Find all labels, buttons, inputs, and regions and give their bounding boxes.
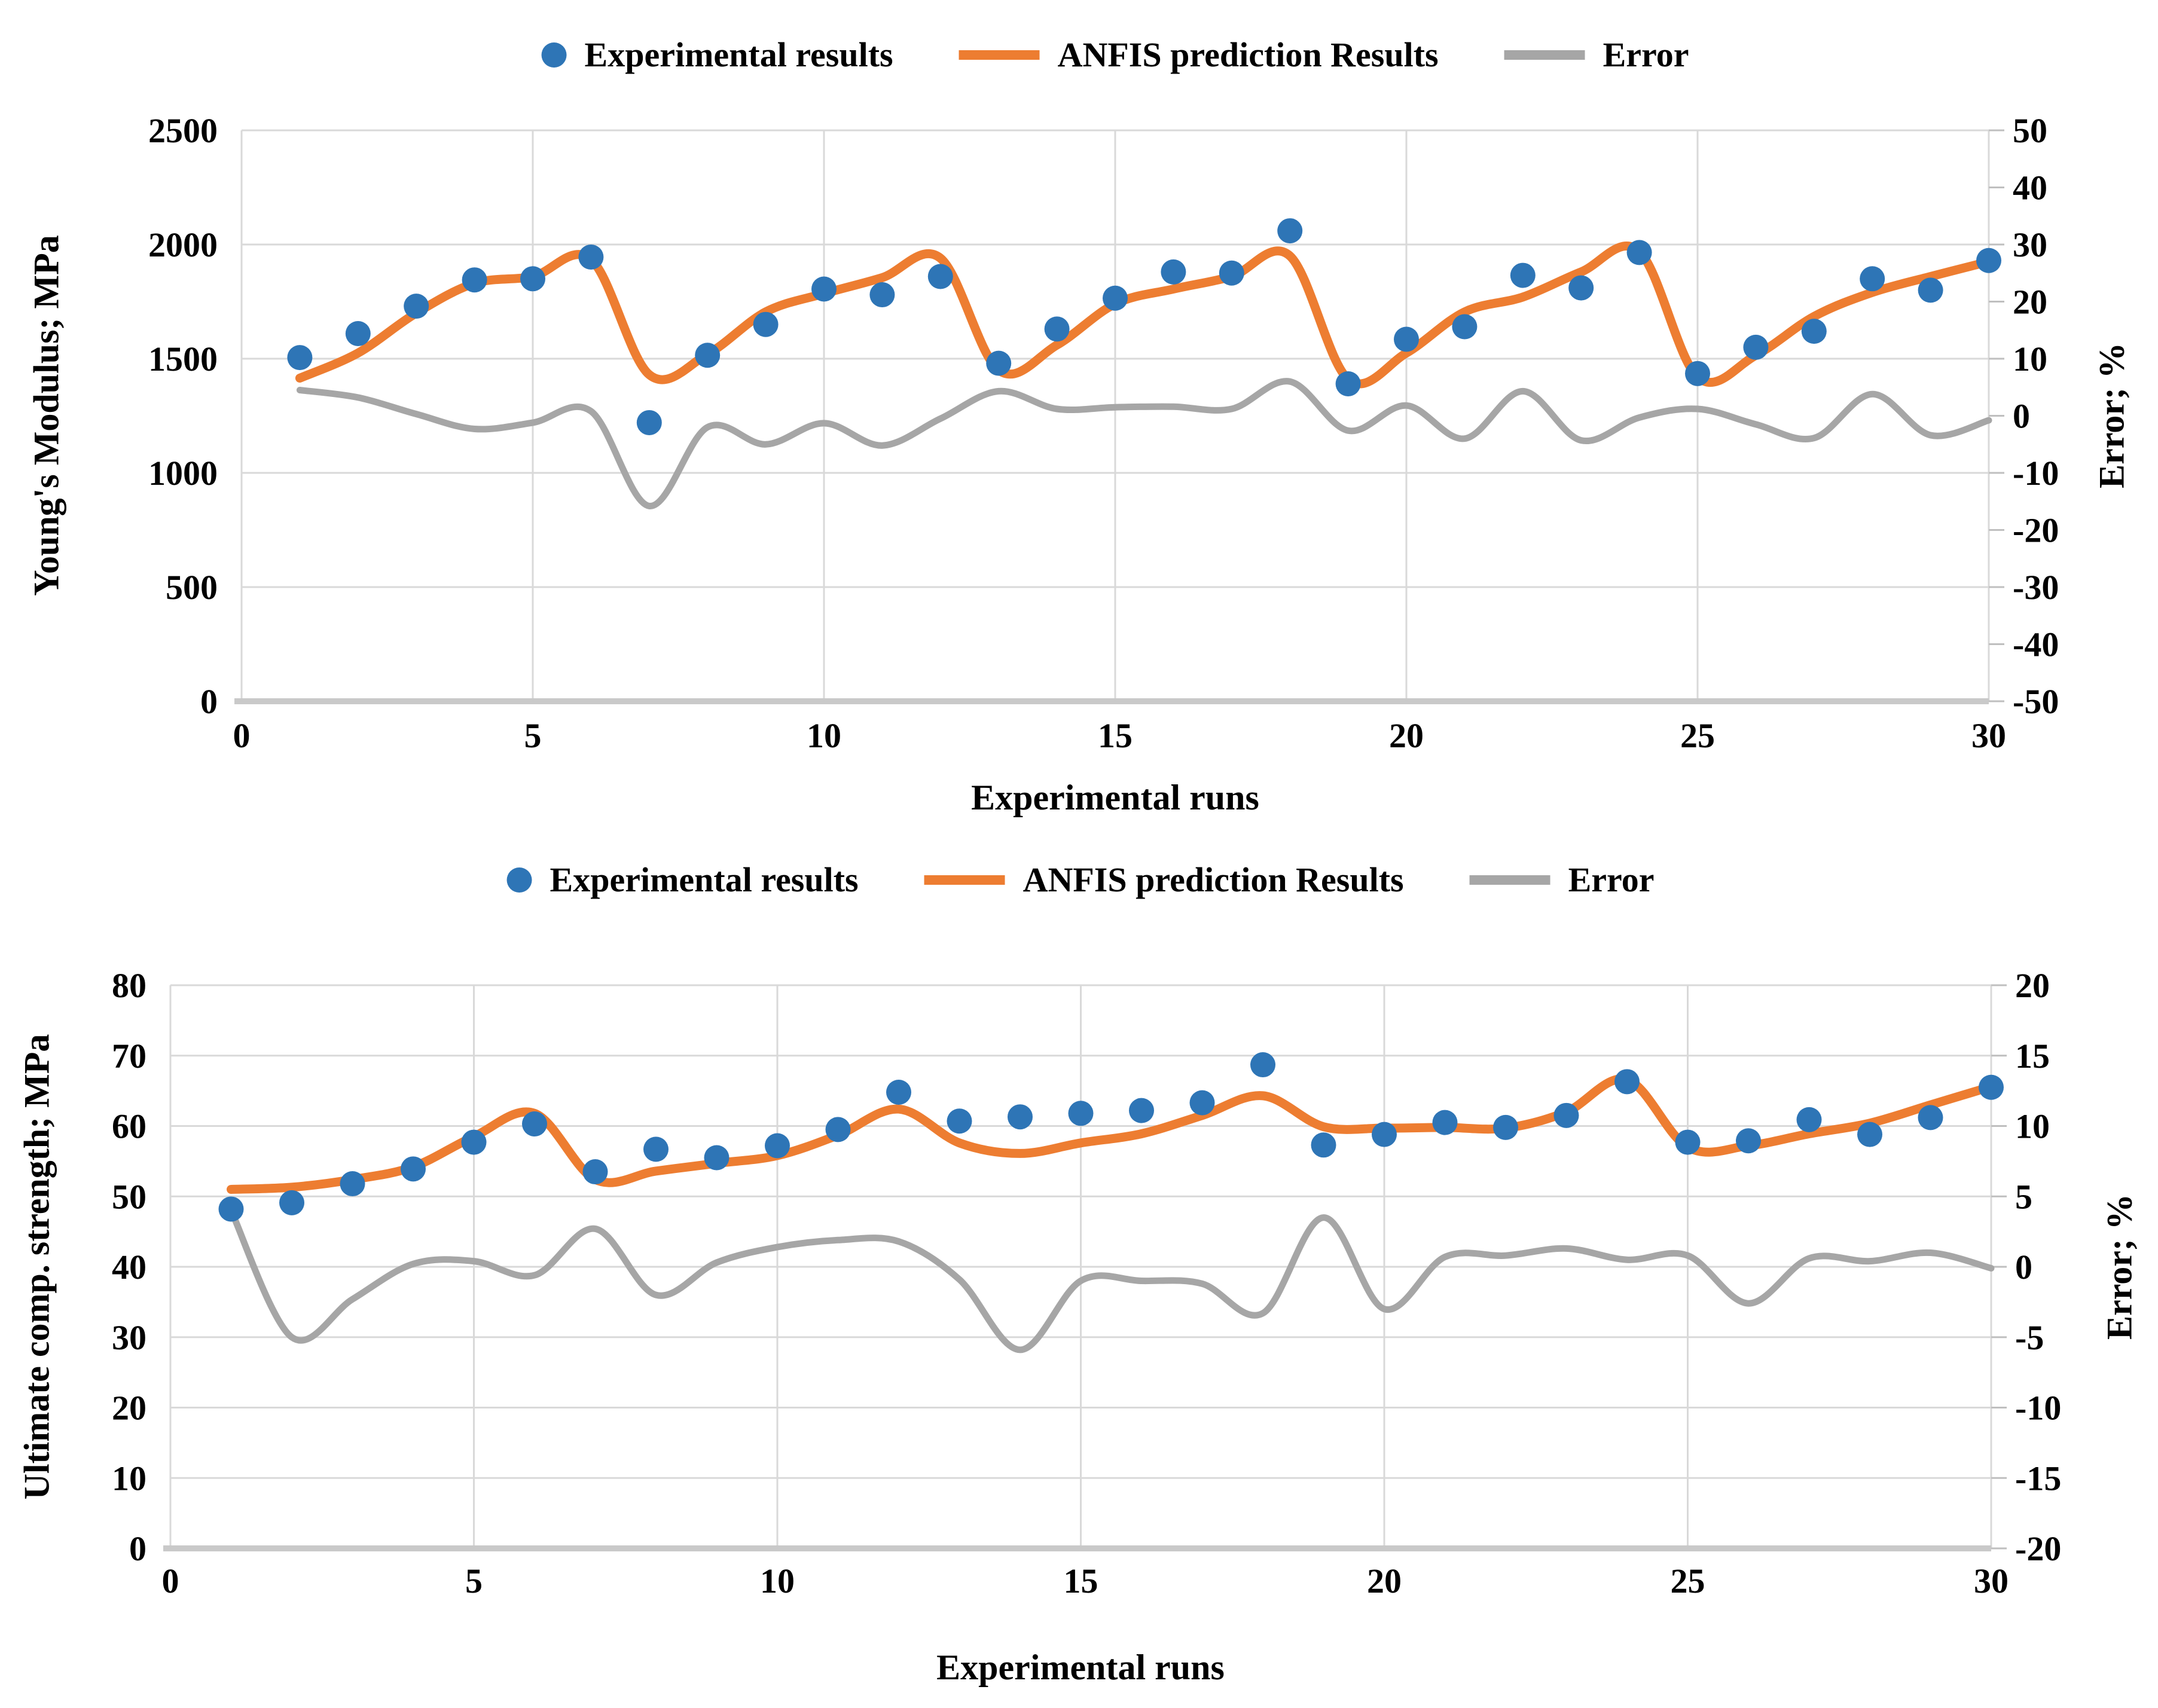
- legend-label: Error: [1568, 860, 1655, 899]
- svg-text:30: 30: [112, 1318, 146, 1357]
- svg-text:-5: -5: [2015, 1318, 2044, 1357]
- scatter-marker-icon: [506, 867, 532, 893]
- svg-text:15: 15: [1064, 1562, 1098, 1600]
- svg-text:-40: -40: [2013, 625, 2059, 664]
- line-marker-icon: [1469, 875, 1550, 885]
- svg-text:30: 30: [1971, 716, 2006, 755]
- scatter-marker-icon: [541, 42, 567, 68]
- svg-text:10: 10: [112, 1459, 146, 1498]
- svg-text:40: 40: [2013, 169, 2047, 207]
- svg-text:10: 10: [2013, 340, 2047, 378]
- line-marker-icon: [1504, 50, 1585, 60]
- legend-item-error: Error: [1504, 35, 1689, 75]
- svg-text:50: 50: [2013, 111, 2047, 150]
- svg-text:25: 25: [1680, 716, 1715, 755]
- svg-text:30: 30: [2013, 225, 2047, 264]
- svg-text:-10: -10: [2015, 1389, 2061, 1428]
- legend-bottom: Experimental results ANFIS prediction Re…: [506, 860, 1655, 900]
- svg-text:20: 20: [1389, 716, 1424, 755]
- svg-text:20: 20: [112, 1389, 146, 1428]
- svg-text:20: 20: [2013, 283, 2047, 322]
- svg-text:1000: 1000: [148, 454, 218, 493]
- line-marker-icon: [959, 50, 1040, 60]
- svg-text:40: 40: [112, 1248, 146, 1287]
- svg-text:-50: -50: [2013, 682, 2059, 721]
- svg-text:-15: -15: [2015, 1459, 2061, 1498]
- svg-text:2000: 2000: [148, 225, 218, 264]
- svg-text:30: 30: [1974, 1562, 2009, 1600]
- svg-text:10: 10: [760, 1562, 795, 1600]
- legend-item-error: Error: [1469, 860, 1655, 900]
- svg-text:10: 10: [807, 716, 841, 755]
- svg-text:0: 0: [162, 1562, 179, 1600]
- svg-text:-10: -10: [2013, 454, 2059, 493]
- svg-text:0: 0: [129, 1529, 146, 1568]
- legend-item-experimental: Experimental results: [506, 860, 859, 900]
- svg-text:-30: -30: [2013, 568, 2059, 607]
- line-marker-icon: [924, 875, 1005, 885]
- x-axis-title-top: Experimental runs: [971, 778, 1259, 817]
- legend-label: Experimental results: [550, 860, 859, 899]
- svg-text:80: 80: [112, 966, 146, 1005]
- svg-text:20: 20: [2015, 966, 2050, 1005]
- svg-text:5: 5: [2015, 1177, 2032, 1216]
- svg-text:0: 0: [200, 682, 218, 721]
- svg-text:10: 10: [2015, 1107, 2050, 1146]
- legend-label: Error: [1603, 35, 1689, 74]
- legend-label: ANFIS prediction Results: [1057, 35, 1439, 74]
- svg-text:1500: 1500: [148, 340, 218, 378]
- legend-item-anfis: ANFIS prediction Results: [959, 35, 1439, 75]
- svg-text:-20: -20: [2013, 511, 2059, 550]
- svg-text:60: 60: [112, 1107, 146, 1146]
- svg-text:50: 50: [112, 1177, 146, 1216]
- svg-text:20: 20: [1367, 1562, 1402, 1600]
- y-axis-title-right-bottom: Error; %: [2099, 1194, 2139, 1340]
- svg-text:70: 70: [112, 1037, 146, 1075]
- svg-text:-20: -20: [2015, 1529, 2061, 1568]
- y-axis-title-left-bottom: Ultimate comp. strength; MPa: [17, 1034, 57, 1500]
- y-axis-title-right-top: Error; %: [2092, 343, 2132, 488]
- svg-text:15: 15: [1098, 716, 1133, 755]
- svg-text:5: 5: [465, 1562, 483, 1600]
- svg-text:0: 0: [2015, 1248, 2032, 1287]
- y-axis-title-left-top: Young's Modulus; MPa: [26, 235, 66, 596]
- svg-text:5: 5: [524, 716, 542, 755]
- svg-text:0: 0: [2013, 397, 2030, 436]
- legend-label: ANFIS prediction Results: [1022, 860, 1404, 899]
- svg-text:25: 25: [1671, 1562, 1705, 1600]
- legend-item-anfis: ANFIS prediction Results: [924, 860, 1404, 900]
- svg-text:15: 15: [2015, 1037, 2050, 1075]
- legend-label: Experimental results: [584, 35, 893, 74]
- svg-text:0: 0: [233, 716, 251, 755]
- x-axis-title-bottom: Experimental runs: [936, 1648, 1225, 1687]
- svg-text:2500: 2500: [148, 111, 218, 150]
- legend-item-experimental: Experimental results: [541, 35, 893, 75]
- svg-text:500: 500: [166, 568, 218, 607]
- legend-top: Experimental results ANFIS prediction Re…: [541, 35, 1689, 75]
